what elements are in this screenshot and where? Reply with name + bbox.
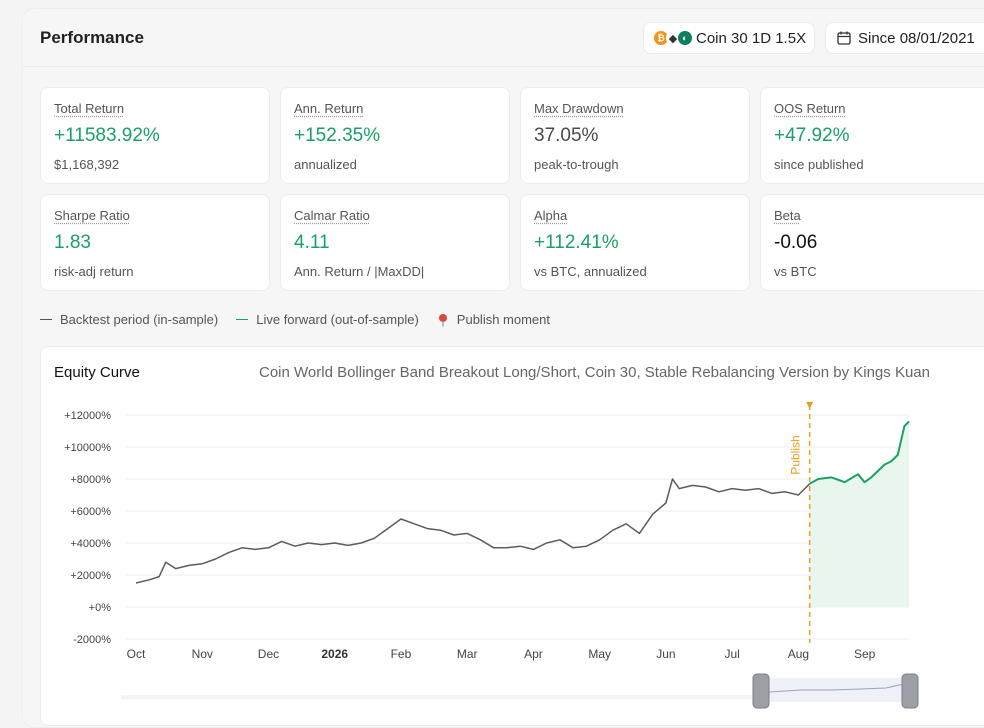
- stat-card-beta: Beta -0.06 vs BTC: [760, 194, 984, 291]
- y-tick-label: +8000%: [70, 474, 111, 486]
- equity-curve-chart[interactable]: +12000% +10000% +8000% +6000% +4000% +2000% +0…: [41, 347, 984, 727]
- backtest-series-line[interactable]: [136, 479, 810, 583]
- stat-sub: annualized: [294, 157, 357, 172]
- stat-label[interactable]: Sharpe Ratio: [54, 208, 130, 223]
- stat-label[interactable]: OOS Return: [774, 101, 846, 116]
- stat-value: 37.05%: [534, 125, 598, 147]
- panel-title: Performance: [40, 28, 144, 48]
- y-tick-label: +4000%: [70, 538, 111, 550]
- stat-card-max-drawdown: Max Drawdown 37.05% peak-to-trough: [520, 87, 750, 184]
- panel-header: Performance ₿ ◆ ◐ Coin 30 1D 1.5X Since …: [23, 9, 984, 67]
- stat-sub: vs BTC: [774, 264, 817, 279]
- live-area-fill: [810, 421, 909, 607]
- stat-sub: since published: [774, 157, 864, 172]
- stat-card-oos-return: OOS Return +47.92% since published: [760, 87, 984, 184]
- publish-marker-arrow: [806, 402, 813, 409]
- stat-value: 4.11: [294, 232, 330, 254]
- strategy-label: Coin 30 1D 1.5X: [696, 30, 806, 47]
- x-tick-label: Feb: [391, 647, 412, 661]
- backtest-line-swatch: [40, 319, 52, 320]
- stat-sub: vs BTC, annualized: [534, 264, 647, 279]
- x-tick-label: Dec: [258, 647, 279, 661]
- legend-publish[interactable]: Publish moment: [437, 312, 550, 327]
- since-label: Since 08/01/2021: [858, 30, 975, 47]
- y-tick-label: +0%: [89, 602, 112, 614]
- x-tick-label: Apr: [524, 647, 543, 661]
- x-tick-label: Nov: [192, 647, 213, 661]
- live-line-swatch: [236, 319, 248, 320]
- stat-label[interactable]: Total Return: [54, 101, 124, 116]
- x-axis-ticks: Oct Nov Dec 2026 Feb Mar Apr May Jun Jul Aug Sep: [127, 647, 876, 661]
- legend-backtest-label: Backtest period (in-sample): [60, 312, 218, 327]
- x-tick-label: Sep: [854, 647, 876, 661]
- y-tick-label: +10000%: [64, 442, 111, 454]
- y-tick-label: +6000%: [70, 506, 111, 518]
- equity-curve-card: Equity Curve Coin World Bollinger Band B…: [40, 346, 984, 726]
- chart-legend: Backtest period (in-sample) Live forward…: [40, 312, 568, 327]
- y-tick-label: -2000%: [73, 634, 111, 646]
- stat-value: -0.06: [774, 232, 817, 254]
- stat-value: +152.35%: [294, 125, 380, 147]
- y-tick-label: +2000%: [70, 570, 111, 582]
- stat-card-sharpe-ratio: Sharpe Ratio 1.83 risk-adj return: [40, 194, 270, 291]
- coin-icons: ₿ ◆ ◐: [654, 31, 690, 45]
- publish-marker-label: Publish: [789, 435, 803, 474]
- stat-value: +11583.92%: [54, 125, 160, 147]
- stat-sub: $1,168,392: [54, 157, 119, 172]
- legend-publish-label: Publish moment: [457, 312, 550, 327]
- stat-value: +112.41%: [534, 232, 619, 254]
- x-tick-label: Mar: [457, 647, 478, 661]
- x-tick-label: Jul: [724, 647, 739, 661]
- strategy-selector[interactable]: ₿ ◆ ◐ Coin 30 1D 1.5X: [643, 22, 815, 54]
- pin-icon: [437, 313, 449, 327]
- stat-sub: peak-to-trough: [534, 157, 619, 172]
- x-tick-label: Oct: [127, 647, 146, 661]
- navigator-handle-left[interactable]: [753, 674, 769, 708]
- stat-label[interactable]: Ann. Return: [294, 101, 363, 116]
- stat-sub: Ann. Return / |MaxDD|: [294, 264, 424, 279]
- stat-sub: risk-adj return: [54, 264, 133, 279]
- stat-label[interactable]: Calmar Ratio: [294, 208, 370, 223]
- stat-card-alpha: Alpha +112.41% vs BTC, annualized: [520, 194, 750, 291]
- performance-panel: Performance ₿ ◆ ◐ Coin 30 1D 1.5X Since …: [22, 8, 984, 728]
- calendar-icon: [836, 30, 852, 46]
- x-tick-label: Aug: [788, 647, 809, 661]
- stat-card-total-return: Total Return +11583.92% $1,168,392: [40, 87, 270, 184]
- y-axis-ticks: +12000% +10000% +8000% +6000% +4000% +2000% +0…: [64, 410, 111, 646]
- stat-card-calmar-ratio: Calmar Ratio 4.11 Ann. Return / |MaxDD|: [280, 194, 510, 291]
- stat-value: 1.83: [54, 232, 91, 254]
- stat-label[interactable]: Beta: [774, 208, 801, 223]
- y-tick-label: +12000%: [64, 410, 111, 422]
- x-tick-label: Jun: [656, 647, 675, 661]
- x-tick-label: May: [588, 647, 611, 661]
- coin-icon: ◐: [678, 31, 692, 45]
- stat-label[interactable]: Max Drawdown: [534, 101, 624, 116]
- legend-backtest[interactable]: Backtest period (in-sample): [40, 312, 218, 327]
- stat-value: +47.92%: [774, 125, 850, 147]
- stat-card-ann-return: Ann. Return +152.35% annualized: [280, 87, 510, 184]
- legend-live[interactable]: Live forward (out-of-sample): [236, 312, 419, 327]
- date-range-selector[interactable]: Since 08/01/2021: [825, 22, 984, 54]
- navigator-handle-right[interactable]: [902, 674, 918, 708]
- range-navigator[interactable]: [121, 674, 918, 708]
- x-tick-label: 2026: [321, 647, 348, 661]
- legend-live-label: Live forward (out-of-sample): [256, 312, 419, 327]
- stat-label[interactable]: Alpha: [534, 208, 567, 223]
